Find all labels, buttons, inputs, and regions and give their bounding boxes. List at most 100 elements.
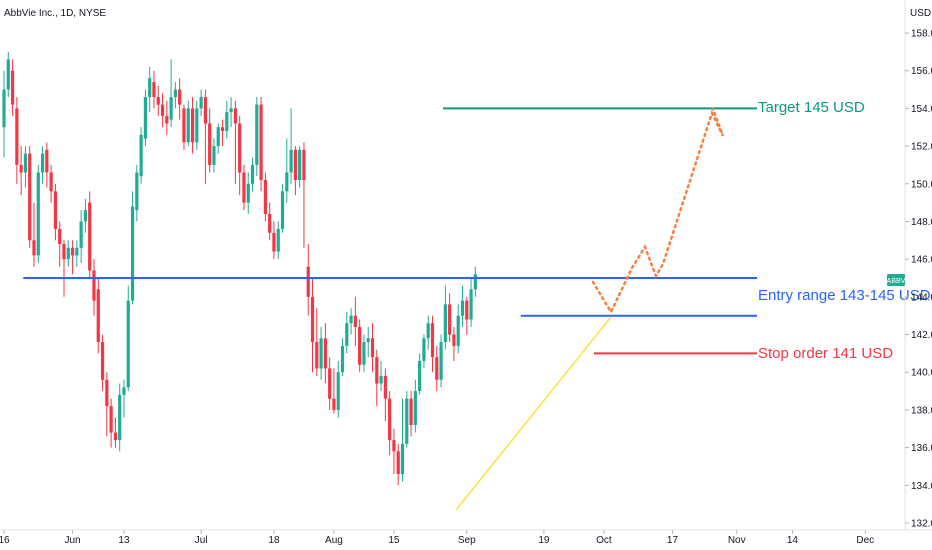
x-tick-label: 13	[118, 535, 130, 546]
candle-body-up	[422, 338, 426, 361]
candle-body-up	[460, 300, 465, 316]
candle-body-up	[130, 206, 135, 301]
candle-body-up	[195, 108, 199, 143]
x-tick-label: Jun	[64, 535, 80, 546]
candle-body-down	[88, 202, 92, 271]
y-tick-label: 148.00	[911, 217, 932, 228]
candle-body-down	[375, 357, 379, 384]
candle-body-up	[340, 345, 345, 373]
candle-body-down	[370, 338, 375, 358]
candle-body-down	[430, 323, 435, 358]
candle-body-down	[182, 108, 186, 143]
candle-body-down	[53, 191, 58, 229]
x-tick-label: 15	[388, 535, 400, 546]
candle-body-down	[96, 289, 100, 343]
candle-body-down	[233, 108, 237, 124]
candle-body-up	[439, 342, 443, 380]
candle-body-up	[285, 172, 289, 192]
candle-body-down	[388, 398, 392, 441]
candle-body-up	[135, 172, 139, 211]
candle-body-down	[238, 123, 242, 173]
entry-label: Entry range 143-145 USD	[758, 287, 931, 304]
chart-title: AbbVie Inc., 1D, NYSE	[4, 8, 106, 19]
candle-body-down	[178, 89, 182, 105]
y-tick-label: 134.00	[911, 481, 932, 492]
y-tick-label: 158.00	[911, 29, 932, 40]
candle-body-down	[105, 379, 109, 407]
candle-body-up	[186, 108, 190, 143]
candle-body-down	[203, 97, 207, 124]
y-tick-label: 144.00	[911, 292, 932, 303]
candle-body-down	[358, 327, 362, 365]
candle-body-down	[58, 229, 62, 245]
y-tick-label: 156.00	[911, 66, 932, 77]
x-tick-label: Jul	[195, 535, 208, 546]
candle-body-up	[229, 108, 233, 113]
candle-body-down	[45, 149, 49, 173]
candle-body-down	[409, 398, 413, 425]
candle-body-down	[323, 338, 327, 369]
candle-body-up	[126, 300, 130, 388]
annotations-layer: Target 145 USD Entry range 143-145 USD Sto…	[23, 99, 931, 511]
candle-body-down	[293, 149, 297, 180]
candle-body-up	[36, 172, 40, 256]
candle-body-up	[469, 289, 473, 320]
candle-body-up	[122, 387, 126, 395]
candles-layer	[2, 51, 477, 486]
y-tick-label: 146.00	[911, 255, 932, 266]
y-tick-label: 132.00	[911, 519, 932, 530]
candle-body-down	[242, 172, 246, 203]
candle-body-down	[328, 368, 332, 399]
candle-body-up	[473, 274, 477, 290]
candle-body-down	[92, 270, 96, 301]
candle-body-up	[2, 89, 6, 128]
candle-body-up	[23, 153, 28, 173]
candle-body-down	[62, 244, 66, 260]
candle-body-up	[289, 149, 293, 173]
candle-body-up	[169, 97, 173, 120]
candle-body-up	[250, 164, 255, 184]
candle-body-down	[302, 149, 306, 180]
candle-body-down	[10, 70, 15, 105]
candle-body-down	[310, 296, 315, 343]
candle-body-up	[456, 315, 460, 346]
candle-body-up	[345, 323, 349, 346]
x-tick-label: Nov	[728, 535, 746, 546]
y-tick-label: 138.00	[911, 405, 932, 416]
candle-body-down	[435, 357, 439, 380]
candle-body-up	[225, 112, 229, 131]
candle-body-down	[208, 123, 212, 165]
candle-body-up	[255, 104, 259, 165]
candle-body-down	[100, 342, 105, 380]
symbol-badge	[887, 274, 905, 286]
y-tick-label: 154.00	[911, 104, 932, 115]
candle-body-down	[268, 213, 272, 233]
x-tick-label: 18	[268, 535, 280, 546]
candle-body-down	[19, 164, 23, 173]
y-tick-label: 142.00	[911, 330, 932, 341]
candle-body-up	[79, 221, 83, 248]
target-label: Target 145 USD	[758, 99, 865, 116]
x-tick-label: 17	[667, 535, 679, 546]
candle-body-up	[246, 183, 250, 203]
candle-body-up	[276, 229, 280, 252]
candle-body-down	[152, 82, 156, 98]
candle-body-down	[109, 406, 113, 433]
candle-body-up	[118, 394, 122, 441]
candle-body-down	[448, 304, 452, 335]
y-tick-label: 136.00	[911, 443, 932, 454]
candle-body-down	[383, 376, 387, 399]
candle-body-down	[156, 97, 160, 105]
candle-body-up	[66, 247, 70, 260]
y-tick-label: 150.00	[911, 179, 932, 190]
stop-label: Stop order 141 USD	[758, 345, 893, 362]
candle-body-down	[452, 334, 456, 346]
candle-body-up	[319, 338, 323, 369]
x-tick-label: Oct	[596, 535, 612, 546]
candle-body-up	[443, 304, 447, 343]
candle-body-down	[190, 108, 195, 143]
candle-body-up	[366, 338, 370, 343]
